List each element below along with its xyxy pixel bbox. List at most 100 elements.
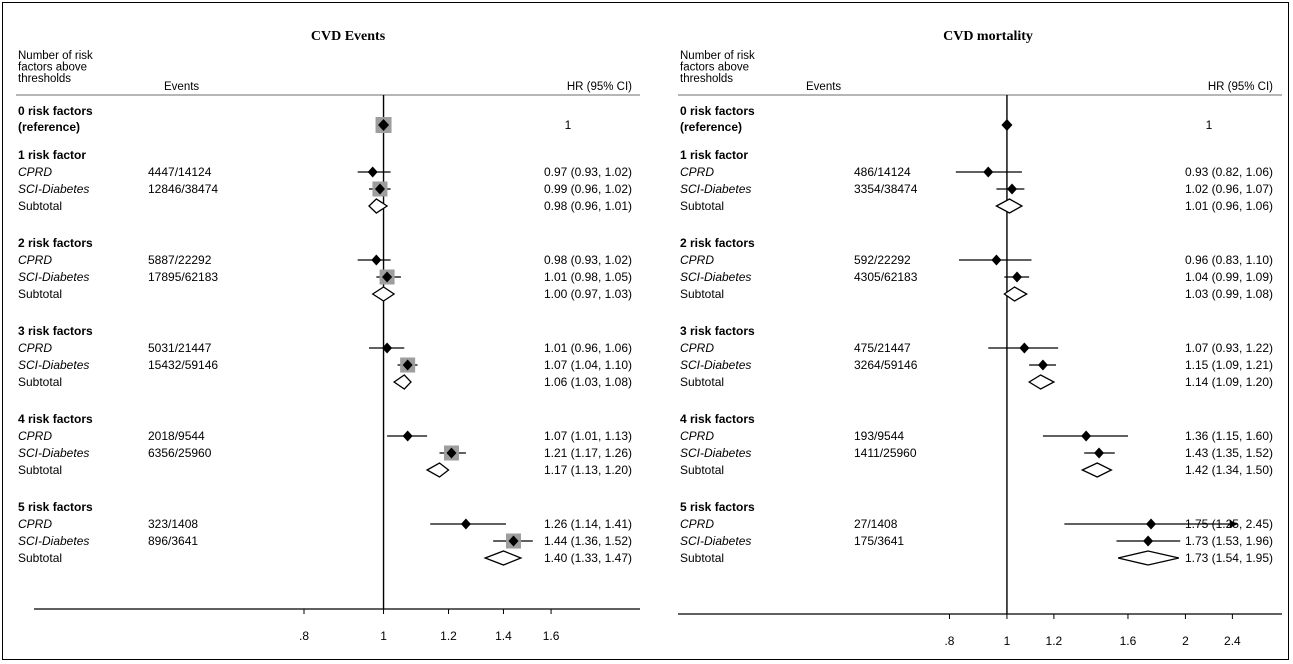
point-estimate (1081, 430, 1092, 442)
events-count: 4305/62183 (854, 270, 918, 284)
events-count: 1411/25960 (854, 446, 917, 460)
events-count: 2018/9544 (148, 429, 205, 443)
study-name: CPRD (18, 165, 52, 179)
reference-sublabel: (reference) (18, 120, 80, 134)
subtotal-label: Subtotal (18, 551, 62, 565)
hr-ci-text: 1.40 (1.33, 1.47) (544, 551, 632, 565)
x-tick-label: 1 (380, 629, 387, 643)
hr-ci-text: 1.07 (1.01, 1.13) (544, 429, 632, 443)
group-label: 5 risk factors (18, 500, 93, 514)
study-name: CPRD (680, 517, 714, 531)
x-tick-label: 1.2 (440, 629, 457, 643)
point-estimate (1019, 342, 1030, 354)
point-estimate (1146, 518, 1157, 530)
events-count: 193/9544 (854, 429, 904, 443)
hr-ci-text: 1.73 (1.54, 1.95) (1185, 551, 1273, 565)
point-estimate (367, 166, 378, 178)
point-estimate (374, 183, 385, 195)
column-header-hr: HR (95% CI) (567, 81, 632, 93)
column-header-events: Events (164, 81, 199, 93)
reference-hr-text: 1 (565, 118, 572, 132)
point-estimate (402, 359, 413, 371)
hr-ci-text: 1.43 (1.35, 1.52) (1185, 446, 1273, 460)
events-count: 175/3641 (854, 534, 904, 548)
hr-ci-text: 1.44 (1.36, 1.52) (544, 534, 632, 548)
hr-ci-text: 0.97 (0.93, 1.02) (544, 165, 632, 179)
hr-ci-text: 1.04 (0.99, 1.09) (1185, 270, 1273, 284)
subtotal-label: Subtotal (680, 199, 724, 213)
reference-hr-text: 1 (1206, 118, 1213, 132)
panel-title: CVD Events (311, 29, 386, 44)
subtotal-diamond (392, 374, 412, 390)
subtotal-label: Subtotal (18, 199, 62, 213)
hr-ci-text: 1.42 (1.34, 1.50) (1185, 463, 1273, 477)
hr-ci-text: 0.98 (0.96, 1.01) (544, 199, 632, 213)
hr-ci-text: 1.03 (0.99, 1.08) (1185, 287, 1273, 301)
study-name: CPRD (680, 341, 714, 355)
point-estimate (371, 254, 382, 266)
group-label: 4 risk factors (680, 412, 755, 426)
x-tick-label: 1 (1004, 634, 1011, 648)
study-name: CPRD (680, 165, 714, 179)
hr-ci-text: 1.07 (0.93, 1.22) (1185, 341, 1273, 355)
study-name: SCI-Diabetes (18, 534, 89, 548)
subtotal-label: Subtotal (680, 287, 724, 301)
column-header-events: Events (806, 81, 841, 93)
hr-ci-text: 0.98 (0.93, 1.02) (544, 253, 632, 267)
subtotal-diamond (995, 198, 1024, 214)
column-header-risk-factors: Number of risk factors above thresholds (680, 50, 755, 85)
group-label: 2 risk factors (680, 236, 755, 250)
events-count: 12846/38474 (148, 182, 218, 196)
subtotal-diamond (1117, 550, 1180, 566)
events-count: 17895/62183 (148, 270, 218, 284)
hr-ci-text: 0.93 (0.82, 1.06) (1185, 165, 1273, 179)
subtotal-label: Subtotal (18, 375, 62, 389)
events-count: 475/21447 (854, 341, 911, 355)
hr-ci-text: 1.26 (1.14, 1.41) (544, 517, 632, 531)
group-label: 1 risk factor (680, 148, 748, 162)
study-name: CPRD (18, 253, 52, 267)
point-estimate (382, 342, 393, 354)
x-tick-label: .8 (299, 629, 309, 643)
x-tick-label: 1.4 (495, 629, 512, 643)
point-estimate (402, 430, 413, 442)
events-count: 3264/59146 (854, 358, 918, 372)
events-count: 5031/21447 (148, 341, 212, 355)
study-name: CPRD (18, 517, 52, 531)
hr-ci-text: 0.96 (0.83, 1.10) (1185, 253, 1273, 267)
reference-point (378, 119, 390, 131)
events-count: 27/1408 (854, 517, 898, 531)
point-estimate (446, 447, 457, 459)
study-name: CPRD (18, 429, 52, 443)
x-tick-label: 2 (1182, 634, 1189, 648)
study-name: SCI-Diabetes (18, 358, 89, 372)
group-label: 3 risk factors (18, 324, 93, 338)
point-estimate (1143, 535, 1154, 547)
study-name: SCI-Diabetes (18, 270, 89, 284)
hr-ci-text: 1.36 (1.15, 1.60) (1185, 429, 1273, 443)
point-estimate (1037, 359, 1048, 371)
hr-ci-text: 1.01 (0.96, 1.06) (544, 341, 632, 355)
point-estimate (1094, 447, 1105, 459)
point-estimate (1007, 183, 1018, 195)
events-count: 896/3641 (148, 534, 198, 548)
study-name: SCI-Diabetes (680, 446, 751, 460)
subtotal-label: Subtotal (18, 463, 62, 477)
hr-ci-text: 1.01 (0.96, 1.06) (1185, 199, 1273, 213)
study-name: SCI-Diabetes (18, 182, 89, 196)
panel-title: CVD mortality (943, 29, 1033, 44)
events-count: 6356/25960 (148, 446, 212, 460)
events-count: 3354/38474 (854, 182, 918, 196)
hr-ci-text: 1.06 (1.03, 1.08) (544, 375, 632, 389)
events-count: 5887/22292 (148, 253, 212, 267)
hr-ci-text: 1.01 (0.98, 1.05) (544, 270, 632, 284)
events-count: 486/14124 (854, 165, 911, 179)
reference-point (1001, 119, 1013, 131)
subtotal-label: Subtotal (680, 463, 724, 477)
point-estimate (508, 535, 519, 547)
x-tick-label: 2.4 (1224, 634, 1241, 648)
study-name: SCI-Diabetes (18, 446, 89, 460)
events-count: 4447/14124 (148, 165, 212, 179)
study-name: SCI-Diabetes (680, 534, 751, 548)
